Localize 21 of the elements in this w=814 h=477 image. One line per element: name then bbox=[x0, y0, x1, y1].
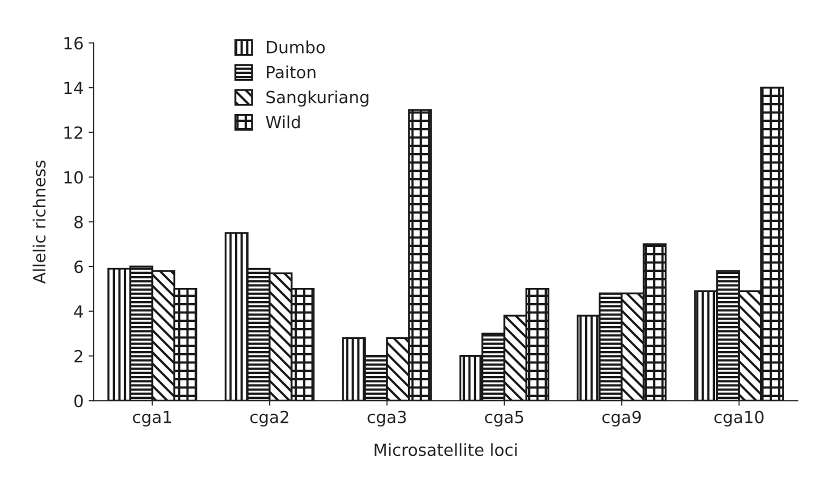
y-tick-label: 2 bbox=[74, 350, 82, 362]
x-tick-label: cga1 bbox=[132, 410, 172, 427]
y-tick-label: 16 bbox=[64, 36, 83, 50]
y-axis-title: Allelic richness bbox=[32, 160, 46, 284]
x-tick-label: cga2 bbox=[250, 410, 288, 427]
y-tick-label: 10 bbox=[64, 171, 83, 184]
y-tick-label: 6 bbox=[74, 260, 83, 274]
legend-label: Wild bbox=[266, 115, 300, 128]
x-tick-label: cga5 bbox=[484, 410, 524, 427]
y-tick-label: 12 bbox=[64, 126, 82, 139]
y-tick-label: 8 bbox=[74, 216, 83, 228]
x-tick-label: cga9 bbox=[602, 410, 641, 427]
y-tick-label: 0 bbox=[74, 394, 83, 408]
x-tick-label: cga10 bbox=[714, 410, 764, 427]
x-tick-label: cga3 bbox=[368, 410, 406, 427]
y-tick-label: 4 bbox=[74, 305, 83, 318]
legend-label: Sangkuriang bbox=[266, 90, 368, 107]
y-tick-label: 14 bbox=[64, 82, 83, 94]
x-axis-title: Microsatellite loci bbox=[374, 443, 517, 456]
legend-label: Paiton bbox=[266, 66, 316, 78]
legend-label: Dumbo bbox=[266, 40, 325, 54]
